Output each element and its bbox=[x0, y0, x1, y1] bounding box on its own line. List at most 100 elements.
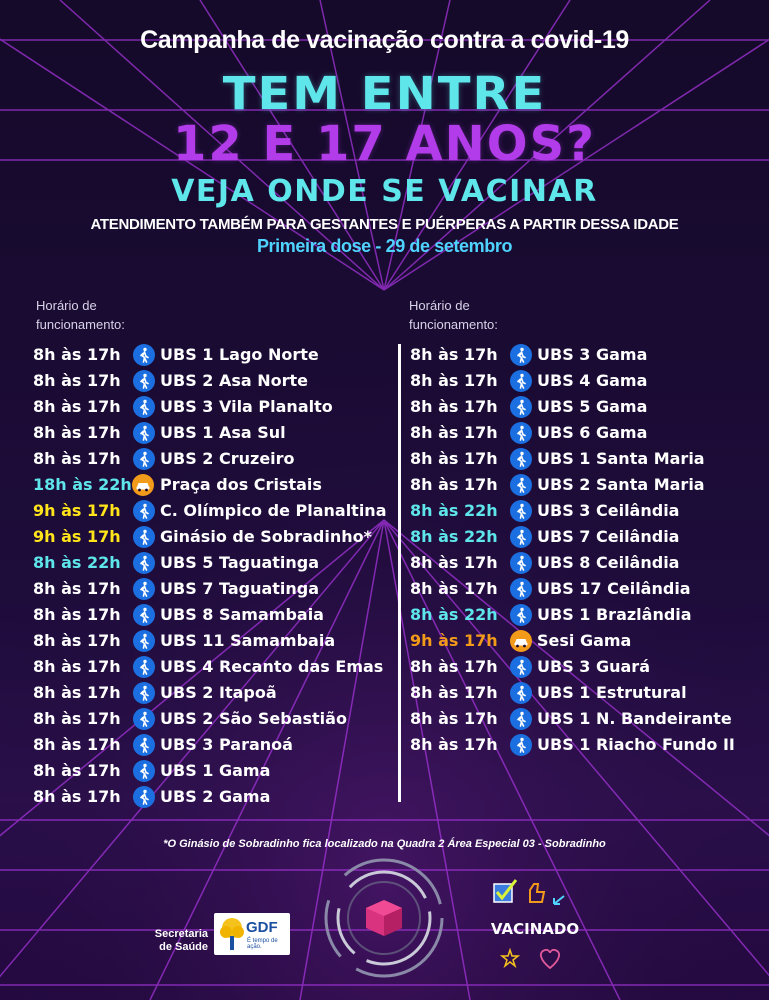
vaccination-site: UBS 1 Brazlândia bbox=[537, 605, 692, 624]
vaccination-site: UBS 6 Gama bbox=[537, 423, 648, 442]
vaccination-site: UBS 1 Asa Sul bbox=[160, 423, 286, 442]
schedule-row: 8h às 17h UBS 1 Lago Norte bbox=[33, 342, 413, 368]
hours-label-line: Horário de bbox=[36, 298, 97, 313]
headline-line-2: 12 E 17 ANOS? bbox=[172, 116, 597, 172]
ipe-tree-icon bbox=[220, 918, 244, 950]
schedule-row: 8h às 17h UBS 1 Riacho Fundo II bbox=[410, 732, 769, 758]
schedule-row: 8h às 17h UBS 1 Gama bbox=[33, 758, 413, 784]
attendance-note: ATENDIMENTO TAMBÉM PARA GESTANTES E PUÉR… bbox=[90, 216, 679, 233]
opening-hours: 9h às 17h bbox=[33, 501, 121, 520]
opening-hours: 8h às 17h bbox=[410, 579, 498, 598]
opening-hours: 8h às 17h bbox=[410, 449, 498, 468]
vaccination-site: UBS 3 Paranoá bbox=[160, 735, 293, 754]
walking-person-icon bbox=[510, 734, 532, 756]
schedule-row: 8h às 22h UBS 1 Brazlândia bbox=[410, 602, 769, 628]
hours-label-line: Horário de bbox=[409, 298, 470, 313]
opening-hours: 8h às 17h bbox=[33, 345, 121, 364]
walking-person-icon bbox=[133, 604, 155, 626]
schedule-row: 8h às 22h UBS 3 Ceilândia bbox=[410, 498, 769, 524]
opening-hours: 8h às 17h bbox=[33, 371, 121, 390]
first-dose-date: Primeira dose - 29 de setembro bbox=[256, 236, 513, 256]
walking-person-icon bbox=[133, 370, 155, 392]
walking-person-icon bbox=[510, 578, 532, 600]
vaccination-site: UBS 8 Ceilândia bbox=[537, 553, 680, 572]
walking-person-icon bbox=[133, 396, 155, 418]
schedule-row: 8h às 17h UBS 2 Gama bbox=[33, 784, 413, 810]
schedule-row: 8h às 17h UBS 4 Recanto das Emas bbox=[33, 654, 413, 680]
vaccination-site: UBS 4 Recanto das Emas bbox=[160, 657, 384, 676]
schedule-row: 9h às 17h C. Olímpico de Planaltina bbox=[33, 498, 413, 524]
schedule-row: 8h às 22h UBS 5 Taguatinga bbox=[33, 550, 413, 576]
walking-person-icon bbox=[133, 786, 155, 808]
vaccination-site: UBS 1 Santa Maria bbox=[537, 449, 705, 468]
schedule-row: 8h às 17h UBS 6 Gama bbox=[410, 420, 769, 446]
opening-hours: 8h às 17h bbox=[33, 605, 121, 624]
column-divider bbox=[398, 344, 401, 802]
vaccination-site: UBS 5 Gama bbox=[537, 397, 648, 416]
schedule-row: 8h às 17h UBS 3 Guará bbox=[410, 654, 769, 680]
cube-emblem bbox=[324, 858, 444, 978]
headline-line-3: VEJA ONDE SE VACINAR bbox=[171, 174, 598, 209]
walking-person-icon bbox=[133, 448, 155, 470]
schedule-row: 8h às 17h UBS 1 Estrutural bbox=[410, 680, 769, 706]
walking-person-icon bbox=[133, 656, 155, 678]
opening-hours: 8h às 17h bbox=[410, 553, 498, 572]
walking-person-icon bbox=[510, 422, 532, 444]
opening-hours: 8h às 22h bbox=[410, 605, 498, 624]
schedule-row: 9h às 17h Sesi Gama bbox=[410, 628, 769, 654]
walking-person-icon bbox=[133, 682, 155, 704]
walking-person-icon bbox=[510, 656, 532, 678]
schedule-row: 8h às 17h UBS 17 Ceilândia bbox=[410, 576, 769, 602]
schedule-row: 8h às 17h UBS 2 Santa Maria bbox=[410, 472, 769, 498]
vaccination-site: UBS 3 Vila Planalto bbox=[160, 397, 333, 416]
vaccination-site: Praça dos Cristais bbox=[160, 475, 322, 494]
opening-hours: 8h às 17h bbox=[410, 683, 498, 702]
opening-hours: 8h às 17h bbox=[33, 579, 121, 598]
walking-person-icon bbox=[133, 422, 155, 444]
opening-hours: 8h às 17h bbox=[410, 423, 498, 442]
opening-hours: 8h às 17h bbox=[33, 787, 121, 806]
walking-person-icon bbox=[133, 344, 155, 366]
walking-person-icon bbox=[510, 526, 532, 548]
walking-person-icon bbox=[133, 630, 155, 652]
vaccination-site: UBS 11 Samambaia bbox=[160, 631, 336, 650]
schedule-row: 8h às 22h UBS 7 Ceilândia bbox=[410, 524, 769, 550]
vaccination-site: UBS 3 Ceilândia bbox=[537, 501, 680, 520]
hours-label-left: Horário de funcionamento: bbox=[36, 296, 125, 334]
schedule-row: 8h às 17h UBS 8 Samambaia bbox=[33, 602, 413, 628]
schedule-row: 8h às 17h UBS 5 Gama bbox=[410, 394, 769, 420]
walking-person-icon bbox=[133, 708, 155, 730]
gdf-logo: GDF É tempo de ação. bbox=[214, 913, 290, 955]
schedule-row: 18h às 22h Praça dos Cristais bbox=[33, 472, 413, 498]
schedule-row: 8h às 17h UBS 1 N. Bandeirante bbox=[410, 706, 769, 732]
opening-hours: 9h às 17h bbox=[410, 631, 498, 650]
vaccination-site: UBS 4 Gama bbox=[537, 371, 648, 390]
vaccination-site: UBS 3 Gama bbox=[537, 345, 648, 364]
walking-person-icon bbox=[133, 500, 155, 522]
opening-hours: 8h às 22h bbox=[410, 527, 498, 546]
schedule-row: 8h às 17h UBS 2 Cruzeiro bbox=[33, 446, 413, 472]
schedule-row: 8h às 17h UBS 2 Asa Norte bbox=[33, 368, 413, 394]
vaccination-site: UBS 7 Taguatinga bbox=[160, 579, 320, 598]
walking-person-icon bbox=[510, 552, 532, 574]
vaccination-site: UBS 2 Itapoã bbox=[160, 683, 277, 702]
vaccination-site: C. Olímpico de Planaltina bbox=[160, 501, 387, 520]
vaccination-site: UBS 1 N. Bandeirante bbox=[537, 709, 732, 728]
schedule-row: 8h às 17h UBS 2 São Sebastião bbox=[33, 706, 413, 732]
headline-line-1: TEM ENTRE bbox=[222, 67, 547, 121]
vaccination-site: Sesi Gama bbox=[537, 631, 632, 650]
vaccination-site: Ginásio de Sobradinho* bbox=[160, 527, 372, 546]
schedule-row: 8h às 17h UBS 3 Gama bbox=[410, 342, 769, 368]
opening-hours: 8h às 17h bbox=[410, 371, 498, 390]
opening-hours: 8h às 17h bbox=[33, 397, 121, 416]
vacinado-doodle-icons bbox=[493, 879, 565, 905]
opening-hours: 8h às 17h bbox=[410, 475, 498, 494]
vaccination-site: UBS 2 Santa Maria bbox=[537, 475, 705, 494]
vacinado-label: VACINADO bbox=[490, 920, 580, 938]
opening-hours: 8h às 17h bbox=[33, 709, 121, 728]
opening-hours: 9h às 17h bbox=[33, 527, 121, 546]
car-icon bbox=[132, 474, 154, 496]
hours-label-right: Horário de funcionamento: bbox=[409, 296, 498, 334]
walking-person-icon bbox=[510, 474, 532, 496]
